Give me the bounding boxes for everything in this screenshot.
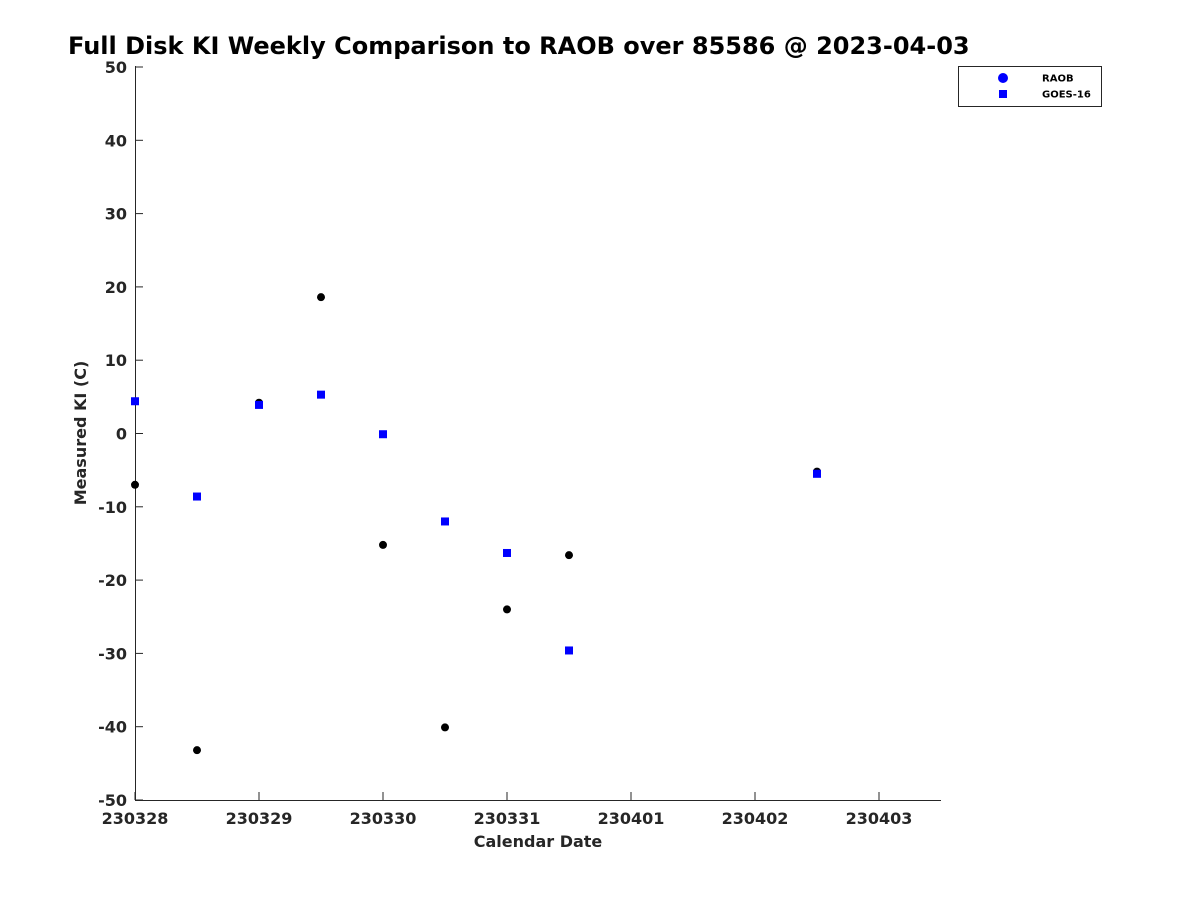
x-tick-label: 230328 [102,809,169,828]
point-raob [131,480,139,489]
x-tick-label: 230401 [598,809,665,828]
x-tick-label: 230403 [846,809,913,828]
legend-marker-goes16 [999,90,1007,98]
y-tick-label: -10 [98,498,127,517]
point-goes16 [503,548,511,557]
y-axis-label: Measured KI (C) [71,361,90,506]
legend-box [958,66,1102,107]
data-points [131,293,821,755]
x-axis-label: Calendar Date [474,832,603,851]
y-axis-ticks: 50 40 30 20 10 0 -10 -20 -30 -40 -50 [98,58,143,810]
point-raob [441,723,449,732]
point-goes16 [193,492,201,501]
point-raob [317,293,325,302]
plot-axes [135,66,941,801]
y-tick-label: 40 [105,131,127,150]
point-goes16 [379,430,387,439]
y-tick-label: -40 [98,718,127,737]
legend: RAOB GOES-16 [958,66,1102,107]
y-tick-label: -20 [98,571,127,590]
y-tick-label: 10 [105,351,127,370]
point-raob [503,605,511,614]
point-goes16 [565,646,573,655]
x-tick-label: 230331 [474,809,541,828]
legend-marker-raob [998,73,1008,83]
x-tick-label: 230330 [350,809,417,828]
point-goes16 [317,390,325,399]
point-goes16 [255,400,263,409]
y-tick-label: 20 [105,278,127,297]
y-tick-label: 0 [116,425,127,444]
x-tick-label: 230329 [226,809,293,828]
chart-title: Full Disk KI Weekly Comparison to RAOB o… [68,32,970,60]
point-raob [379,540,387,549]
legend-label-raob: RAOB [1042,74,1074,85]
point-raob [193,746,201,755]
legend-label-goes16: GOES-16 [1042,90,1091,101]
point-goes16 [131,397,139,406]
point-goes16 [441,517,449,526]
y-tick-label: 50 [105,58,127,77]
point-goes16 [813,469,821,478]
y-tick-label: 30 [105,205,127,224]
y-tick-label: -30 [98,644,127,663]
y-tick-label: -50 [98,791,127,810]
point-raob [565,551,573,560]
x-axis-ticks: 230328 230329 230330 230331 230401 230402 2304… [102,792,913,828]
x-tick-label: 230402 [722,809,789,828]
